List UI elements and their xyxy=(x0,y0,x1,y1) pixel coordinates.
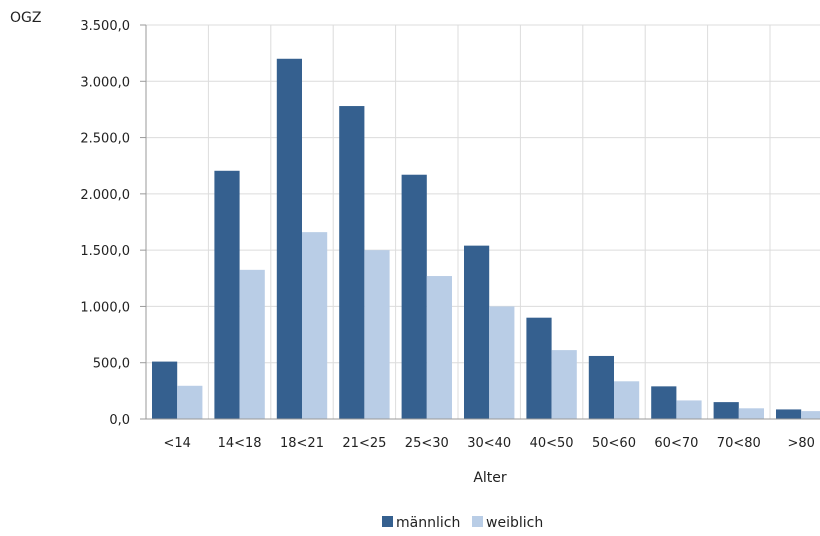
x-tick-label: 25<30 xyxy=(405,436,449,451)
x-tick-label: 30<40 xyxy=(467,436,511,451)
bar-male xyxy=(464,245,490,419)
y-tick-label: 3.500,0 xyxy=(80,19,130,34)
x-tick-label: 50<60 xyxy=(592,436,636,451)
y-tick-label: 2.500,0 xyxy=(80,132,130,147)
bar-male xyxy=(776,409,802,419)
y-axis-title: OGZ xyxy=(10,10,41,26)
bar-female xyxy=(239,269,265,419)
bar-male xyxy=(339,106,365,420)
bar-male xyxy=(152,361,178,419)
x-tick-label: >80 xyxy=(787,436,814,451)
bar-female xyxy=(177,385,203,419)
gridlines xyxy=(146,24,820,419)
legend-swatch xyxy=(382,516,393,527)
bar-female xyxy=(551,350,577,419)
x-tick-label: <14 xyxy=(163,436,190,451)
x-tick-label: 14<18 xyxy=(218,436,262,451)
legend-label: männlich xyxy=(396,515,460,531)
axes: 0,0 500,0 1.000,0 1.500,0 2.000,0 2.500,0 3.00… xyxy=(80,19,820,451)
legend-label: weiblich xyxy=(486,515,543,531)
legend: männlich weiblich xyxy=(382,515,543,531)
y-tick-label: 0,0 xyxy=(109,413,130,428)
x-tick-label: 70<80 xyxy=(717,436,761,451)
bar-male xyxy=(276,58,302,420)
x-tick-label: 21<25 xyxy=(342,436,386,451)
bar-male xyxy=(214,170,240,419)
y-tick-label: 2.000,0 xyxy=(80,188,130,203)
bar-female xyxy=(364,250,390,419)
x-axis-title: Alter xyxy=(473,470,507,486)
bar-female xyxy=(614,381,640,419)
bar-male xyxy=(713,402,739,419)
bar-female xyxy=(738,408,764,419)
bars xyxy=(152,58,820,420)
bar-female xyxy=(801,411,820,419)
bar-male xyxy=(526,317,552,419)
legend-swatch xyxy=(472,516,483,527)
x-tick-label: 40<50 xyxy=(530,436,574,451)
bar-female xyxy=(426,276,452,419)
bar-male xyxy=(651,386,677,419)
bar-male xyxy=(401,174,427,419)
bar-female xyxy=(489,306,515,419)
bar-female xyxy=(302,232,328,419)
y-tick-label: 3.000,0 xyxy=(80,75,130,90)
bar-male xyxy=(588,355,614,419)
x-tick-label: 60<70 xyxy=(654,436,698,451)
x-tick-label: 18<21 xyxy=(280,436,324,451)
bar-female xyxy=(676,400,702,419)
y-tick-label: 1.500,0 xyxy=(80,244,130,259)
y-tick-label: 1.000,0 xyxy=(80,300,130,315)
y-tick-label: 500,0 xyxy=(93,357,130,372)
